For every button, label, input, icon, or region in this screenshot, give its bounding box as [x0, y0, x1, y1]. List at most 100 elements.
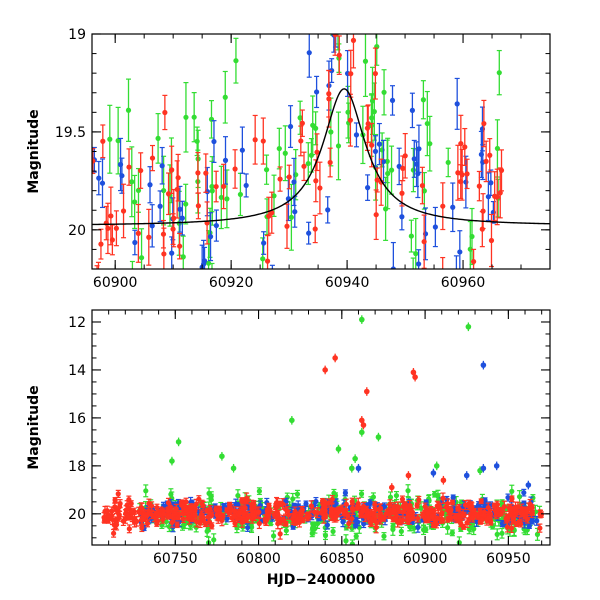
green-data-point	[496, 70, 502, 76]
red-data-point	[298, 138, 304, 144]
blue-data-point	[314, 89, 320, 95]
blue-data-point	[306, 230, 312, 236]
red-data-point	[149, 155, 156, 161]
blue-data-point	[179, 215, 185, 221]
red-data-point	[459, 172, 465, 178]
red-data-point	[161, 511, 167, 517]
red-data-point	[421, 239, 427, 245]
red-data-point	[504, 524, 511, 530]
red-data-point	[111, 530, 117, 536]
green-data-point	[143, 488, 149, 494]
green-data-point	[449, 530, 455, 536]
red-data-point	[139, 525, 145, 531]
red-data-point	[308, 503, 314, 509]
green-data-point	[249, 524, 255, 530]
red-data-point	[112, 497, 118, 503]
x-tick-label: 60900	[93, 275, 138, 291]
red-data-point	[393, 513, 400, 519]
blue-data-point	[416, 261, 422, 267]
red-data-point	[329, 496, 335, 502]
red-data-point	[189, 281, 194, 286]
green-data-point	[138, 255, 145, 261]
red-data-point	[529, 510, 535, 516]
green-data-point	[310, 122, 316, 128]
green-data-point	[208, 497, 214, 503]
green-data-point	[237, 191, 244, 198]
red-data-point	[497, 190, 503, 196]
red-data-point	[508, 525, 515, 531]
red-data-point	[120, 208, 127, 214]
green-data-point	[288, 214, 294, 220]
blue-data-point	[245, 524, 251, 531]
blue-data-point	[261, 240, 267, 246]
green-data-point	[263, 167, 270, 173]
red-data-point	[416, 497, 422, 503]
green-data-point	[166, 524, 172, 530]
blue-data-point	[287, 123, 294, 130]
red-data-point	[476, 183, 482, 189]
red-data-point	[126, 164, 132, 170]
green-data-point	[499, 530, 505, 536]
blue-data-point	[432, 224, 438, 230]
red-data-point	[343, 501, 349, 507]
red-data-point	[108, 213, 114, 219]
red-data-point	[180, 516, 186, 522]
top-panel: 60900 60920 60940 60960 19 19.5 20 Magnitude	[26, 9, 551, 291]
green-data-point	[516, 494, 523, 500]
blue-data-point	[409, 107, 415, 113]
green-data-point	[135, 187, 142, 194]
green-data-point	[424, 120, 430, 127]
green-data-point	[271, 193, 277, 199]
red-data-point	[312, 226, 318, 232]
red-data-point	[98, 241, 104, 247]
red-data-point	[340, 507, 346, 513]
x-tick-label: 60940	[325, 275, 370, 291]
red-data-point	[135, 230, 141, 236]
red-data-point	[105, 225, 111, 231]
blue-data-point	[313, 498, 319, 505]
red-data-point	[344, 513, 351, 519]
green-data-point	[115, 138, 121, 144]
green-data-point	[330, 9, 335, 14]
green-data-point	[411, 280, 416, 285]
red-data-point	[460, 511, 466, 518]
red-data-point	[435, 504, 441, 511]
red-data-point	[301, 163, 307, 169]
red-data-point	[169, 167, 175, 173]
red-data-point	[154, 521, 160, 527]
green-data-point	[155, 135, 161, 141]
red-data-point	[265, 513, 271, 519]
blue-data-point	[454, 101, 460, 107]
red-data-point	[162, 109, 168, 116]
red-data-point	[165, 191, 172, 197]
green-data-point	[290, 496, 296, 502]
green-data-point	[125, 107, 132, 113]
blue-data-point	[211, 138, 217, 145]
red-data-point	[284, 223, 290, 229]
red-data-point	[378, 517, 384, 523]
green-data-point	[371, 109, 377, 115]
green-data-point	[233, 58, 239, 64]
green-data-point	[420, 527, 427, 533]
red-data-point	[282, 506, 289, 512]
green-data-point	[183, 114, 189, 120]
green-data-point	[129, 179, 135, 185]
red-data-point	[501, 503, 508, 510]
green-data-point	[132, 199, 138, 205]
blue-data-point	[291, 179, 297, 185]
green-data-point	[183, 201, 189, 207]
green-data-point	[260, 256, 266, 262]
y-tick-label: 19	[68, 27, 86, 43]
red-data-point	[239, 519, 245, 525]
green-data-point	[410, 167, 416, 173]
red-data-point	[161, 251, 167, 257]
red-data-point	[332, 34, 338, 38]
red-data-point	[100, 138, 106, 144]
red-data-point	[227, 505, 233, 511]
green-data-point	[331, 490, 337, 496]
red-data-point	[518, 521, 524, 527]
green-data-point	[335, 25, 340, 30]
red-data-point	[400, 165, 406, 171]
red-data-point	[194, 518, 200, 525]
green-data-point	[369, 115, 375, 121]
